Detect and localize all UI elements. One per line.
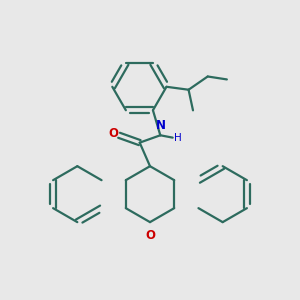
Text: O: O <box>109 127 119 140</box>
Text: N: N <box>156 119 166 132</box>
Text: H: H <box>174 133 182 142</box>
Text: O: O <box>145 229 155 242</box>
